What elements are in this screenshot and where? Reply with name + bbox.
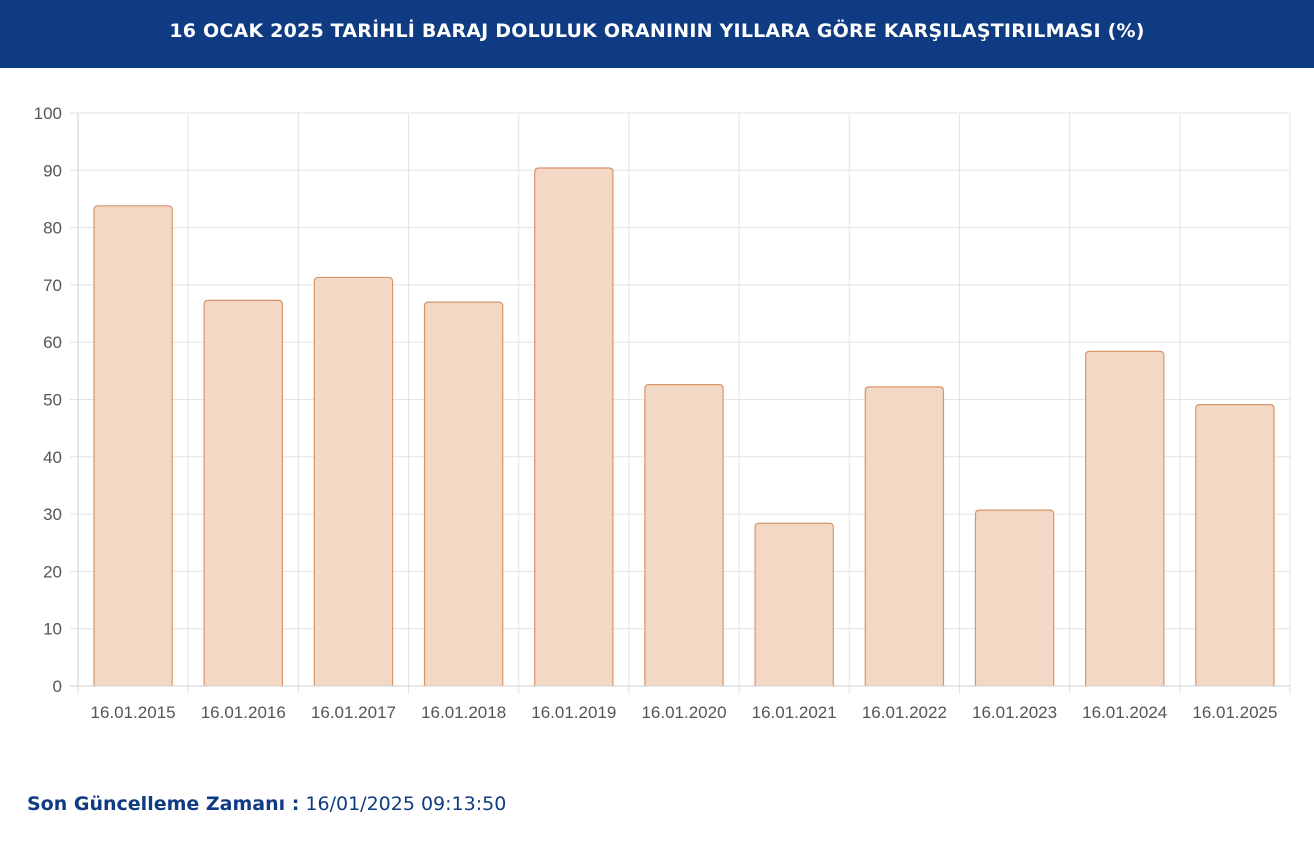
x-tick-label: 16.01.2024 (1082, 703, 1167, 722)
y-tick-label: 10 (43, 620, 62, 639)
y-tick-label: 70 (43, 276, 62, 295)
y-tick-label: 100 (34, 104, 62, 123)
bar-layer (93, 167, 1275, 686)
bar-16.01.2016[interactable] (203, 299, 283, 686)
bar-16.01.2019[interactable] (534, 167, 614, 686)
x-tick-label: 16.01.2018 (421, 703, 506, 722)
last-updated: Son Güncelleme Zamanı : 16/01/2025 09:13… (27, 793, 506, 815)
chart-container: 0 10 20 30 40 50 60 70 80 90 100 16.01.2015 16.01.20… (0, 68, 1314, 748)
y-tick-label: 90 (43, 161, 62, 180)
page-title: 16 OCAK 2025 TARİHLİ BARAJ DOLULUK ORANI… (169, 20, 1145, 42)
y-tick-label: 60 (43, 333, 62, 352)
bar-16.01.2020[interactable] (644, 384, 724, 686)
x-tick-label: 16.01.2022 (862, 703, 947, 722)
y-tick-label: 30 (43, 505, 62, 524)
bar-16.01.2024[interactable] (1085, 350, 1165, 686)
x-tick-label: 16.01.2016 (201, 703, 286, 722)
y-tick-label: 80 (43, 219, 62, 238)
bar-16.01.2021[interactable] (754, 522, 834, 686)
bar-16.01.2025[interactable] (1195, 404, 1275, 686)
x-tick-label: 16.01.2020 (641, 703, 726, 722)
bar-16.01.2023[interactable] (974, 509, 1055, 686)
y-tick-label: 0 (53, 677, 62, 696)
page-header: 16 OCAK 2025 TARİHLİ BARAJ DOLULUK ORANI… (0, 0, 1314, 68)
y-tick-label: 50 (43, 391, 62, 410)
bar-chart: 0 10 20 30 40 50 60 70 80 90 100 16.01.2015 16.01.20… (34, 104, 1291, 722)
bar-16.01.2015[interactable] (93, 205, 173, 686)
last-updated-value: 16/01/2025 09:13:50 (305, 793, 507, 815)
x-tick-label: 16.01.2021 (752, 703, 837, 722)
bar-16.01.2017[interactable] (313, 276, 394, 686)
bar-16.01.2018[interactable] (423, 301, 504, 686)
bar-16.01.2022[interactable] (864, 386, 945, 686)
x-tick-label: 16.01.2019 (531, 703, 616, 722)
y-tick-label: 20 (43, 562, 62, 581)
last-updated-label: Son Güncelleme Zamanı : (27, 793, 300, 815)
y-tick-label: 40 (43, 448, 62, 467)
x-tick-label: 16.01.2025 (1192, 703, 1277, 722)
axis-layer: 0 10 20 30 40 50 60 70 80 90 100 16.01.2015 16.01.20… (34, 104, 1290, 722)
x-tick-label: 16.01.2017 (311, 703, 396, 722)
x-tick-label: 16.01.2023 (972, 703, 1057, 722)
x-tick-label: 16.01.2015 (91, 703, 176, 722)
